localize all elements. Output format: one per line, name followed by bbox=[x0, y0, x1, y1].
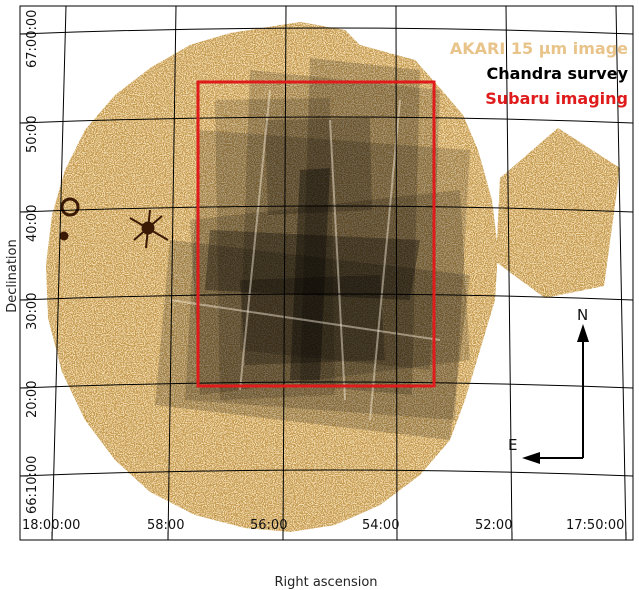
legend-chandra: Chandra survey bbox=[486, 64, 628, 83]
ra-tick-labels: 18:00:00 58:00 56:00 54:00 52:00 17:50:0… bbox=[22, 518, 624, 533]
compass bbox=[522, 324, 589, 464]
chandra-survey-tiles bbox=[155, 58, 470, 440]
bright-source-artifacts bbox=[59, 197, 169, 249]
akari-mosaic-main bbox=[46, 22, 498, 532]
akari-mosaic-side-tile bbox=[496, 128, 620, 298]
legend: AKARI 15 µm image Chandra survey Subaru … bbox=[450, 39, 629, 108]
east-arrowhead bbox=[522, 452, 540, 464]
y-axis-title: Declination bbox=[5, 239, 20, 313]
ra-tick-4: 52:00 bbox=[475, 518, 512, 533]
coordinate-grid bbox=[20, 6, 633, 540]
ra-tick-0: 18:00:00 bbox=[22, 518, 80, 533]
dec-tick-4: 20:00 bbox=[25, 381, 40, 418]
image-streaks bbox=[169, 89, 441, 421]
compass-east-label: E bbox=[508, 436, 517, 454]
x-axis-title: Right ascension bbox=[274, 575, 377, 590]
legend-akari: AKARI 15 µm image bbox=[450, 39, 628, 58]
ra-tick-1: 58:00 bbox=[147, 518, 184, 533]
dec-tick-3: 30:00 bbox=[25, 293, 40, 330]
legend-subaru: Subaru imaging bbox=[485, 89, 628, 108]
ra-tick-5: 17:50:00 bbox=[566, 518, 624, 533]
dec-tick-5: 66:10:00 bbox=[25, 456, 40, 514]
subaru-imaging-box bbox=[196, 80, 436, 388]
dec-tick-labels: 67:00:00 50:00 40:00 30:00 20:00 66:10:0… bbox=[25, 10, 40, 514]
north-arrowhead bbox=[577, 324, 589, 342]
ra-tick-2: 56:00 bbox=[250, 518, 287, 533]
dec-tick-1: 50:00 bbox=[25, 116, 40, 153]
compass-north-label: N bbox=[577, 306, 588, 324]
frame-ticks bbox=[20, 33, 627, 540]
ra-tick-3: 54:00 bbox=[362, 518, 399, 533]
dec-tick-2: 40:00 bbox=[25, 205, 40, 242]
dec-tick-0: 67:00:00 bbox=[25, 10, 40, 68]
